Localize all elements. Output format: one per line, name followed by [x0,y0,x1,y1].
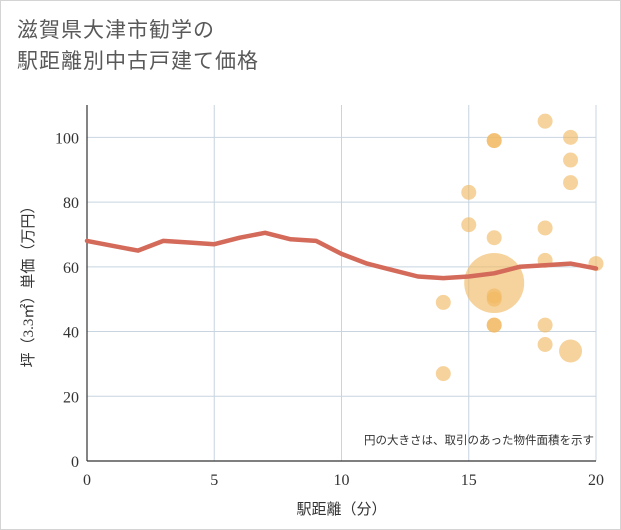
scatter-point [486,133,502,149]
x-tick-label: 20 [588,472,604,489]
chart-title-line1: 滋賀県大津市勧学の [17,18,215,42]
scatter-point [435,366,451,382]
trend-line [84,230,599,281]
axes [86,105,596,462]
x-tick-label: 15 [461,472,477,489]
scatter-point [559,339,583,363]
y-tick-label: 100 [55,130,79,147]
scatter-point [537,336,553,352]
chart-title: 滋賀県大津市勧学の 駅距離別中古戸建て価格 [17,15,259,77]
y-tick-label: 60 [63,260,79,277]
scatter-point [563,129,579,145]
scatter-point [537,220,553,236]
scatter-point [435,294,451,310]
scatter-points [435,113,604,382]
x-tick-label: 0 [83,472,91,489]
scatter-point [486,317,502,333]
scatter-point [537,113,553,129]
scatter-point [486,291,502,307]
x-axis-label: 駅距離（分） [296,500,386,518]
scatter-point [486,230,502,246]
scatter-point [563,175,579,191]
y-tick-label: 80 [63,195,79,212]
y-axis-label: 坪（3.3㎡）単価（万円） [20,199,37,368]
scatter-point [563,152,579,168]
x-tick-label: 10 [334,472,350,489]
x-tick-label: 5 [210,472,218,489]
y-tick-label: 20 [63,389,79,406]
trend-line-group [84,230,599,281]
scatter-point [461,217,477,233]
size-note: 円の大きさは、取引のあった物件面積を示す [364,433,594,447]
chart-title-line2: 駅距離別中古戸建て価格 [17,49,259,73]
y-tick-label: 0 [71,454,79,471]
y-tick-label: 40 [63,325,79,342]
scatter-point [537,317,553,333]
scatter-point [461,184,477,200]
tick-labels: 0 5 10 15 20 0 20 40 60 80 100 [55,130,604,489]
